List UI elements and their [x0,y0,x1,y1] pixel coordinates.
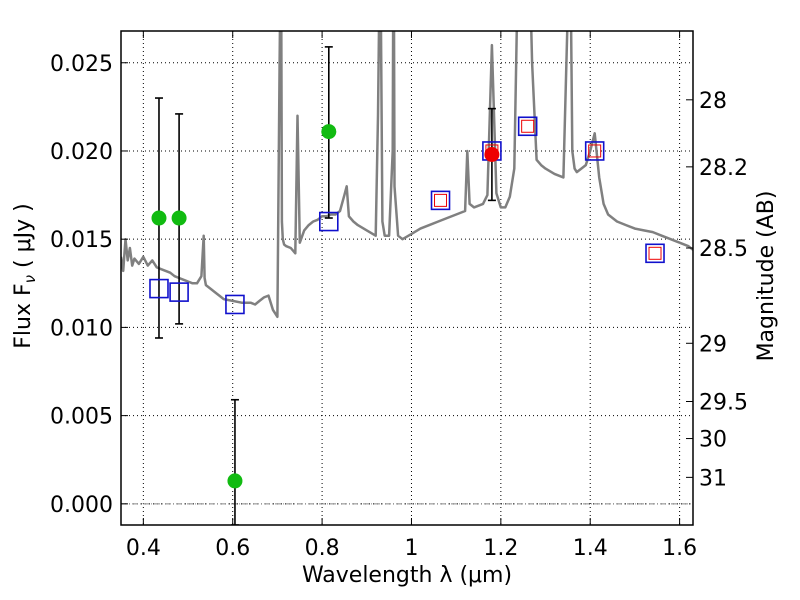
x-tick-label: 1 [404,536,418,561]
y-axis: 0.000 0.005 0.010 0.015 0.020 0.025 [50,52,128,518]
y-tick-label: 0.000 [50,493,113,518]
x-tick-label: 1.4 [573,536,608,561]
model-square-inner [588,144,602,158]
y2-tick-label: 30 [699,428,727,453]
y-tick-label: 0.020 [50,140,113,165]
observed-photometry-group [151,124,500,489]
model-square-point [517,116,538,137]
plot-frame [120,30,694,526]
observed-flux-point [151,210,167,226]
model-square-point [645,243,665,264]
y-tick-label: 0.010 [50,316,113,341]
model-photometry-group [149,116,665,315]
y2-tick-label: 28.5 [699,237,748,262]
y2-axis: 28 28.2 28.5 29 29.5 30 31 [686,89,748,491]
y2-tick-label: 28 [699,89,727,114]
x-tick-label: 1.2 [483,536,518,561]
y2-axis-title: Magnitude (AB) [754,191,779,362]
model-square-point [169,282,189,302]
x-tick-label: 0.6 [215,536,250,561]
model-square-point [149,278,169,299]
model-square-inner [434,193,448,207]
y2-tick-label: 28.2 [699,156,748,181]
y-axis-title: Flux Fν ( μJy ) [11,203,39,348]
y-tick-label: 0.015 [50,228,113,253]
plot-area [121,31,693,525]
model-square-point [430,190,451,211]
x-axis: 0.4 0.6 0.8 1 1.2 1.4 1.6 [126,31,697,561]
y2-tick-label: 29 [699,332,727,357]
y2-tick-label: 31 [699,466,727,491]
y2-tick-label: 29.5 [699,391,748,416]
x-tick-label: 0.8 [305,536,340,561]
y-axis-title-subscript: ν [21,275,39,283]
x-axis-title: Wavelength λ (μm) [302,563,512,588]
model-square-inner [648,246,662,260]
observed-flux-point [321,124,337,140]
y-axis-title-unit: ( μJy ) [11,203,36,275]
y-tick-label: 0.005 [50,405,113,430]
observed-flux-point [227,473,243,489]
model-square-point [584,141,605,161]
model-square-inner [521,119,535,133]
x-tick-label: 1.6 [662,536,697,561]
x-tick-label: 0.4 [126,536,161,561]
y-axis-title-main: Flux F [11,283,36,348]
y-tick-label: 0.025 [50,52,113,77]
model-spectrum-group [121,31,693,319]
model-spectrum-line [121,31,693,319]
model-square-point [225,294,245,315]
observed-flux-point [484,147,500,162]
observed-flux-point [171,210,187,226]
model-square-point [318,211,339,232]
